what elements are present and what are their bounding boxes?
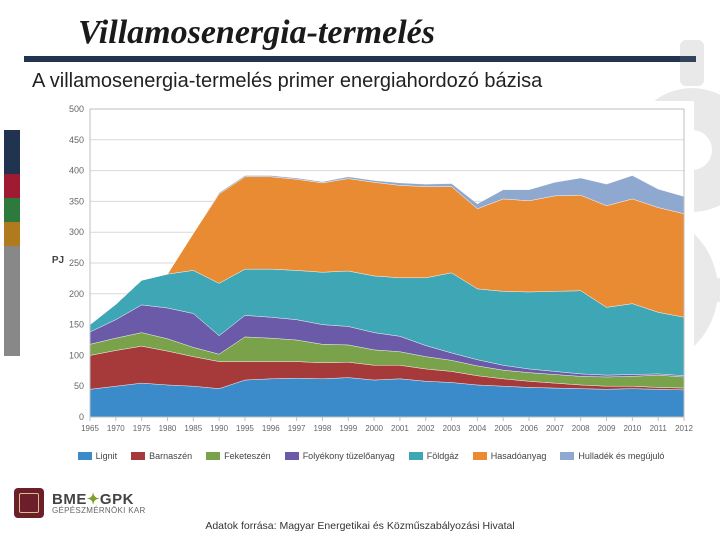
svg-text:2002: 2002 [417, 424, 435, 433]
svg-text:2008: 2008 [572, 424, 590, 433]
svg-text:1990: 1990 [210, 424, 228, 433]
svg-text:2011: 2011 [650, 424, 668, 433]
svg-text:300: 300 [69, 227, 84, 237]
svg-text:1985: 1985 [184, 424, 202, 433]
svg-text:0: 0 [79, 412, 84, 422]
svg-text:1965: 1965 [81, 424, 99, 433]
legend-item: Hasadóanyag [473, 451, 547, 461]
legend-item: Lignit [78, 451, 118, 461]
side-stripes [4, 130, 20, 356]
svg-text:2000: 2000 [365, 424, 383, 433]
svg-text:1996: 1996 [262, 424, 280, 433]
svg-text:100: 100 [69, 350, 84, 360]
svg-text:2009: 2009 [598, 424, 616, 433]
svg-text:1995: 1995 [236, 424, 254, 433]
svg-text:200: 200 [69, 289, 84, 299]
legend-item: Hulladék és megújuló [560, 451, 664, 461]
svg-text:2012: 2012 [675, 424, 693, 433]
logo-line1: BME✦GPK [52, 492, 146, 507]
svg-text:1999: 1999 [339, 424, 357, 433]
svg-text:2007: 2007 [546, 424, 564, 433]
svg-text:150: 150 [69, 320, 84, 330]
chart-legend: Lignit Barnaszén Feketeszén Folyékony tüzel… [44, 451, 698, 461]
svg-text:1970: 1970 [107, 424, 125, 433]
legend-item: Barnaszén [131, 451, 192, 461]
svg-text:1997: 1997 [288, 424, 306, 433]
legend-item: Folyékony tüzelőanyag [285, 451, 395, 461]
svg-text:1998: 1998 [314, 424, 332, 433]
chart-container: 0 50 100 150 200 250 300 350 400 450 500 1965 1970 19… [44, 101, 698, 477]
svg-text:2001: 2001 [391, 424, 409, 433]
svg-text:500: 500 [69, 104, 84, 114]
svg-text:350: 350 [69, 196, 84, 206]
stacked-area-chart: 0 50 100 150 200 250 300 350 400 450 500 1965 1970 19… [44, 101, 694, 449]
svg-text:1975: 1975 [133, 424, 151, 433]
svg-text:450: 450 [69, 135, 84, 145]
university-crest-icon [14, 488, 44, 518]
svg-text:1980: 1980 [159, 424, 177, 433]
svg-text:2010: 2010 [623, 424, 641, 433]
svg-text:50: 50 [74, 381, 84, 391]
svg-text:PJ: PJ [52, 255, 64, 266]
svg-text:2006: 2006 [520, 424, 538, 433]
legend-item: Földgáz [409, 451, 459, 461]
logo-line2: GÉPÉSZMÉRNÖKI KAR [52, 507, 146, 515]
svg-text:400: 400 [69, 166, 84, 176]
svg-text:250: 250 [69, 258, 84, 268]
svg-text:2003: 2003 [443, 424, 461, 433]
source-line: Adatok forrása: Magyar Energetikai és Kö… [0, 520, 720, 532]
svg-text:2005: 2005 [494, 424, 512, 433]
legend-item: Feketeszén [206, 451, 271, 461]
svg-text:2004: 2004 [468, 424, 486, 433]
footer-logo: BME✦GPK GÉPÉSZMÉRNÖKI KAR [14, 488, 146, 518]
